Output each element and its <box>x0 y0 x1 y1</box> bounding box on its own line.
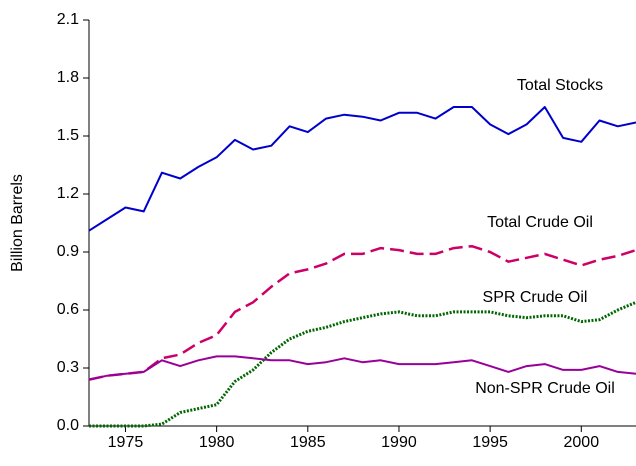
x-tick-label: 1985 <box>290 434 326 451</box>
series-label: Non-SPR Crude Oil <box>475 380 615 397</box>
y-axis-label: Billion Barrels <box>9 174 26 272</box>
series-label: Total Crude Oil <box>487 214 593 231</box>
x-tick-label: 1995 <box>472 434 508 451</box>
y-tick-label: 2.1 <box>57 11 79 28</box>
y-tick-label: 0.6 <box>57 301 79 318</box>
y-tick-label: 1.8 <box>57 69 79 86</box>
series-line <box>88 244 636 381</box>
series-line <box>88 355 636 381</box>
x-tick-label: 1990 <box>381 434 417 451</box>
series-line <box>89 300 636 428</box>
x-tick-label: 1980 <box>199 434 235 451</box>
y-tick-label: 0.9 <box>57 243 79 260</box>
x-tick-label: 1975 <box>108 434 144 451</box>
y-tick-label: 1.2 <box>57 185 79 202</box>
series-label: SPR Crude Oil <box>483 289 588 306</box>
y-tick-label: 0.0 <box>57 417 79 434</box>
x-tick-label: 2000 <box>564 434 600 451</box>
series-label: Total Stocks <box>517 77 603 94</box>
y-tick-label: 1.5 <box>57 127 79 144</box>
series-line <box>88 106 636 232</box>
y-tick-label: 0.3 <box>57 359 79 376</box>
